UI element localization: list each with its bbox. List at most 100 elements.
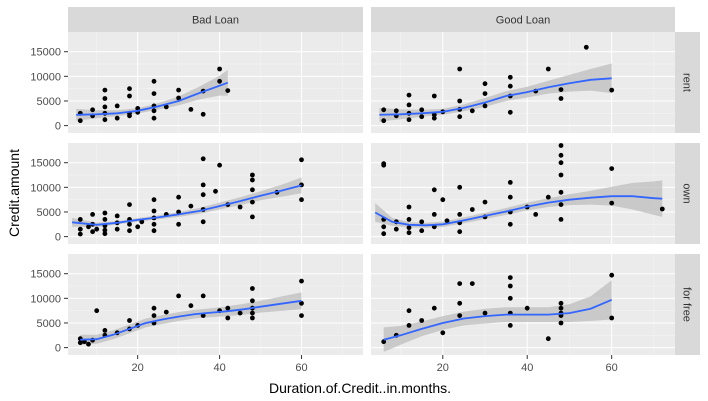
data-point bbox=[545, 66, 551, 72]
data-point bbox=[151, 228, 157, 234]
data-point bbox=[213, 188, 218, 194]
y-tick-label: 10000 bbox=[30, 182, 61, 194]
smooth-line bbox=[80, 299, 302, 341]
data-point bbox=[406, 323, 412, 328]
data-point bbox=[381, 161, 387, 167]
data-point bbox=[558, 96, 564, 101]
data-point bbox=[419, 318, 425, 323]
confidence-ribbon bbox=[379, 63, 612, 122]
data-point bbox=[127, 228, 132, 234]
data-point bbox=[609, 272, 615, 278]
data-point bbox=[558, 87, 564, 92]
data-point bbox=[102, 217, 108, 222]
smooth-line bbox=[76, 81, 229, 116]
data-point bbox=[188, 107, 194, 112]
data-point bbox=[431, 93, 437, 99]
data-point bbox=[102, 231, 108, 237]
data-point bbox=[299, 197, 304, 203]
data-point bbox=[609, 200, 615, 206]
data-point bbox=[381, 224, 387, 230]
data-point bbox=[90, 229, 95, 235]
data-point bbox=[406, 308, 412, 314]
data-point bbox=[176, 95, 182, 101]
data-point bbox=[558, 217, 564, 222]
y-tick-label: 5000 bbox=[37, 96, 61, 108]
data-point bbox=[127, 221, 132, 227]
data-point bbox=[507, 109, 513, 115]
data-point bbox=[176, 194, 182, 200]
data-point bbox=[545, 194, 551, 200]
column-strip bbox=[68, 7, 363, 32]
data-point bbox=[393, 226, 399, 232]
data-point bbox=[200, 111, 206, 117]
facet-data bbox=[77, 278, 304, 347]
facet-panel bbox=[68, 254, 363, 355]
data-point bbox=[139, 219, 145, 225]
row-strip-label: own bbox=[681, 183, 693, 203]
data-point bbox=[558, 172, 564, 178]
x-axis: 20 40 60 20 40 60 bbox=[132, 355, 618, 374]
facet-panel bbox=[371, 32, 675, 133]
data-point bbox=[507, 221, 513, 227]
data-point bbox=[381, 118, 387, 124]
data-point bbox=[86, 224, 91, 230]
data-point bbox=[507, 323, 513, 328]
data-point bbox=[457, 184, 463, 190]
data-point bbox=[558, 160, 564, 166]
data-point bbox=[381, 107, 387, 113]
data-point bbox=[482, 103, 488, 109]
data-point bbox=[558, 300, 564, 306]
data-point bbox=[533, 212, 539, 217]
y-tick-label: 0 bbox=[55, 232, 61, 244]
data-point bbox=[457, 212, 463, 217]
data-point bbox=[237, 204, 243, 210]
data-point bbox=[200, 182, 206, 188]
data-point bbox=[507, 74, 513, 80]
row-strip-label: rent bbox=[681, 73, 693, 92]
row-strip bbox=[675, 254, 700, 355]
data-point bbox=[507, 283, 513, 289]
x-tick-label: 20 bbox=[437, 362, 449, 374]
panel-background bbox=[371, 254, 675, 355]
data-point bbox=[583, 44, 589, 50]
data-point bbox=[225, 315, 231, 321]
data-point bbox=[250, 310, 255, 316]
data-point bbox=[431, 115, 437, 121]
column-strip-label: Bad Loan bbox=[192, 15, 239, 27]
data-point bbox=[217, 66, 223, 72]
data-point bbox=[102, 210, 108, 216]
smooth-line bbox=[72, 184, 302, 226]
facet-data bbox=[72, 156, 304, 237]
y-tick-label: 10000 bbox=[30, 293, 61, 305]
data-point bbox=[86, 341, 91, 347]
data-point bbox=[250, 286, 255, 291]
y-tick-label: 5000 bbox=[37, 207, 61, 219]
panel-background bbox=[371, 32, 675, 133]
data-point bbox=[135, 224, 141, 230]
data-point bbox=[237, 310, 243, 316]
data-point bbox=[217, 162, 223, 168]
data-point bbox=[457, 229, 463, 235]
y-tick-label: 15000 bbox=[30, 47, 61, 59]
data-point bbox=[102, 96, 108, 101]
facet-panel bbox=[371, 254, 675, 355]
data-point bbox=[558, 152, 564, 158]
data-point bbox=[507, 83, 513, 89]
data-point bbox=[457, 313, 463, 318]
data-point bbox=[90, 212, 95, 217]
x-tick-label: 40 bbox=[213, 362, 225, 374]
y-axes: 0 5000 10000 15000 0 5000 10000 15000 0 5000 10000… bbox=[30, 47, 68, 355]
data-point bbox=[250, 177, 255, 183]
data-point bbox=[151, 115, 157, 121]
y-tick-label: 10000 bbox=[30, 71, 61, 83]
data-point bbox=[507, 295, 513, 301]
data-point bbox=[188, 203, 194, 209]
data-point bbox=[94, 226, 100, 232]
data-point bbox=[250, 214, 255, 220]
facet-data bbox=[381, 272, 615, 352]
data-point bbox=[151, 78, 157, 84]
y-tick-label: 0 bbox=[55, 343, 61, 355]
data-point bbox=[469, 207, 475, 212]
data-point bbox=[299, 313, 304, 318]
data-point bbox=[507, 275, 513, 280]
